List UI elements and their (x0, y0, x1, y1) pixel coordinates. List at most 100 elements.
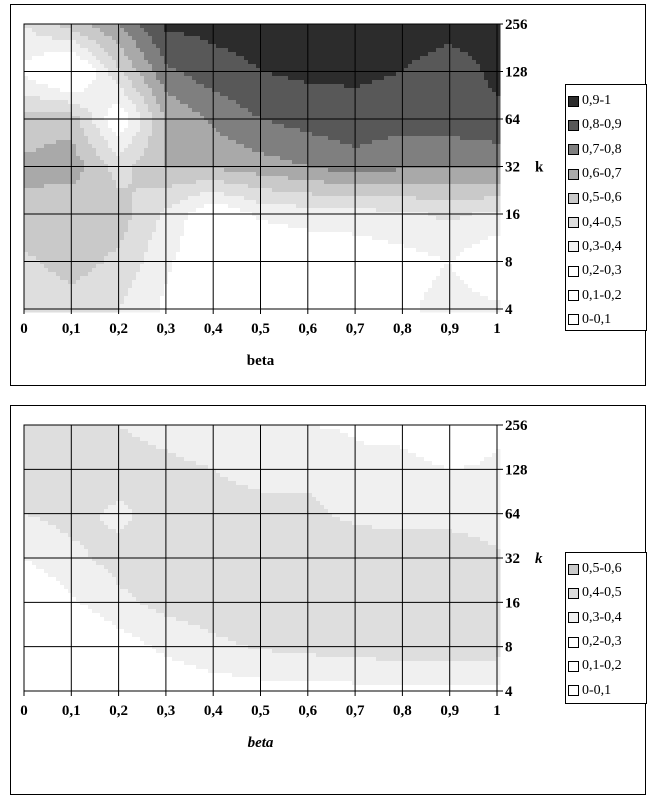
contour-cell (412, 100, 417, 105)
contour-cell (148, 96, 153, 101)
contour-cell (440, 56, 445, 61)
contour-cell (144, 112, 149, 117)
contour-cell (176, 64, 181, 69)
contour-cell (440, 60, 445, 65)
contour-cell (304, 184, 309, 189)
contour-cell (32, 40, 37, 45)
contour-cell (152, 120, 157, 125)
contour-cell (324, 100, 329, 105)
contour-cell (288, 144, 293, 149)
contour-cell (240, 104, 245, 109)
contour-cell (176, 28, 181, 33)
contour-cell (212, 116, 217, 121)
contour-cell (480, 28, 485, 33)
contour-cell (360, 152, 365, 157)
contour-cell (312, 120, 317, 125)
contour-cell (80, 44, 85, 49)
contour-cell (152, 124, 157, 129)
contour-cell (252, 180, 257, 185)
contour-cell (284, 24, 289, 29)
contour-cell (492, 180, 497, 185)
contour-cell (44, 80, 49, 85)
contour-cell (436, 32, 441, 37)
contour-cell (180, 40, 185, 45)
contour-cell (56, 88, 61, 93)
contour-cell (324, 72, 329, 77)
contour-cell (412, 56, 417, 61)
contour-cell (364, 44, 369, 49)
contour-cell (464, 188, 469, 193)
contour-cell (252, 176, 257, 181)
contour-cell (84, 68, 89, 73)
contour-cell (24, 156, 29, 161)
contour-cell (480, 180, 485, 185)
contour-cell (32, 140, 37, 145)
contour-cell (476, 124, 481, 129)
contour-cell (272, 76, 277, 81)
contour-cell (488, 168, 493, 173)
contour-cell (236, 172, 241, 177)
contour-cell (60, 188, 65, 193)
contour-cell (240, 60, 245, 65)
contour-cell (408, 160, 413, 165)
contour-cell (332, 72, 337, 77)
contour-cell (92, 156, 97, 161)
contour-cell (280, 176, 285, 181)
contour-cell (68, 160, 73, 165)
contour-cell (212, 112, 217, 117)
contour-cell (184, 36, 189, 41)
contour-cell (260, 188, 265, 193)
contour-cell (92, 140, 97, 145)
contour-cell (300, 64, 305, 69)
contour-cell (60, 80, 65, 85)
contour-cell (312, 128, 317, 133)
contour-cell (32, 180, 37, 185)
contour-cell (152, 152, 157, 157)
contour-cell (80, 132, 85, 137)
contour-cell (344, 44, 349, 49)
contour-cell (36, 96, 41, 101)
contour-cell (192, 92, 197, 97)
contour-cell (304, 56, 309, 61)
contour-cell (436, 44, 441, 49)
contour-cell (68, 176, 73, 181)
contour-cell (44, 60, 49, 65)
contour-cell (216, 156, 221, 161)
contour-cell (440, 148, 445, 153)
contour-cell (208, 108, 213, 113)
contour-cell (372, 72, 377, 77)
contour-cell (356, 76, 361, 81)
contour-cell (80, 184, 85, 189)
contour-cell (396, 112, 401, 117)
contour-cell (360, 176, 365, 181)
contour-cell (396, 160, 401, 165)
contour-cell (160, 108, 165, 113)
contour-cell (204, 40, 209, 45)
contour-cell (464, 144, 469, 149)
contour-cell (272, 156, 277, 161)
contour-cell (300, 160, 305, 165)
contour-cell (236, 152, 241, 157)
contour-cell (488, 40, 493, 45)
contour-cell (52, 92, 57, 97)
contour-cell (184, 116, 189, 121)
contour-cell (448, 68, 453, 73)
contour-cell (92, 152, 97, 157)
contour-cell (364, 40, 369, 45)
contour-cell (388, 60, 393, 65)
contour-cell (292, 56, 297, 61)
contour-cell (216, 68, 221, 73)
contour-cell (144, 176, 149, 181)
contour-cell (68, 56, 73, 61)
contour-cell (52, 120, 57, 125)
contour-cell (472, 64, 477, 69)
contour-cell (240, 24, 245, 29)
contour-cell (356, 80, 361, 85)
contour-cell (384, 176, 389, 181)
contour-cell (140, 120, 145, 125)
contour-cell (300, 60, 305, 65)
contour-cell (384, 148, 389, 153)
contour-cell (56, 92, 61, 97)
contour-cell (24, 180, 29, 185)
contour-cell (360, 172, 365, 177)
